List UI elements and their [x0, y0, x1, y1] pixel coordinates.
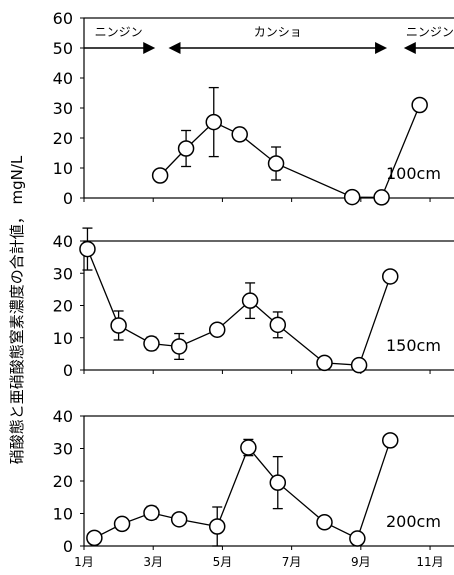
- data-point: [267, 155, 285, 172]
- arrow-head-left: [168, 42, 181, 54]
- y-tick-label: 50: [53, 39, 73, 58]
- data-point: [269, 474, 287, 491]
- panel-150cm: 0 10 20 30 40 150cm: [53, 227, 454, 380]
- crop-periods: ニンジン カンショ ニンジン: [84, 25, 454, 54]
- data-point: [143, 504, 160, 522]
- x-tick-label: 7月: [282, 555, 302, 569]
- data-point: [177, 140, 195, 157]
- data-point: [170, 511, 188, 528]
- series-line: [94, 440, 391, 540]
- x-tick-label: 9月: [351, 555, 371, 569]
- y-tick-label: 0: [63, 361, 73, 380]
- arrow-head-right: [375, 42, 388, 54]
- data-point: [241, 292, 259, 309]
- y-tick-label: 40: [53, 232, 73, 251]
- crop-period-label: ニンジン: [95, 25, 143, 39]
- y-tick-label: 30: [53, 99, 73, 118]
- y-tick-label: 40: [53, 69, 73, 88]
- y-tick-label: 20: [53, 297, 73, 316]
- x-tick-label: 5月: [213, 555, 233, 569]
- y-tick-label: 30: [53, 264, 73, 283]
- y-tick-label: 0: [63, 189, 73, 208]
- data-point: [316, 354, 333, 372]
- data-point: [316, 514, 333, 531]
- x-tick-label: 1月: [74, 555, 94, 569]
- y-tick-label: 10: [53, 505, 73, 524]
- chart-panels: 0 10 20 30 40 50 60 100cm 0 10 20 30 40 150cm 0 10 20 30 4…: [53, 9, 454, 556]
- month-axis: 1月 3月 5月 7月 9月 11月: [74, 555, 444, 569]
- data-point: [231, 126, 248, 143]
- y-tick-label: 40: [53, 407, 73, 426]
- data-point: [143, 335, 160, 352]
- y-axis-label: 硝酸態と亜硝酸態窒素濃度の合計値， mgN/L: [8, 155, 26, 464]
- y-tick-label: 0: [63, 537, 73, 556]
- data-point: [382, 268, 399, 285]
- data-point: [110, 317, 127, 334]
- data-point: [86, 529, 103, 547]
- y-tick-label: 20: [53, 129, 73, 148]
- panel-100cm: 0 10 20 30 40 50 60 100cm: [53, 9, 454, 208]
- y-tick-label: 60: [53, 9, 73, 28]
- data-point: [411, 96, 428, 114]
- data-point: [350, 356, 368, 374]
- depth-label: 200cm: [386, 512, 441, 531]
- depth-label: 100cm: [386, 164, 441, 183]
- x-tick-label: 3月: [143, 555, 163, 569]
- y-tick-label: 30: [53, 440, 73, 459]
- crop-period-label: ニンジン: [406, 25, 454, 39]
- data-point: [151, 167, 169, 184]
- data-point: [170, 338, 188, 355]
- data-point: [79, 240, 96, 258]
- data-point: [343, 188, 361, 206]
- crop-period-label: カンショ: [254, 25, 302, 39]
- arrow-head-right: [143, 42, 156, 54]
- y-tick-label: 10: [53, 329, 73, 348]
- data-point: [205, 113, 223, 131]
- data-point: [208, 518, 226, 535]
- x-tick-label: 11月: [416, 555, 443, 569]
- series-line: [86, 248, 391, 366]
- data-point: [349, 530, 366, 547]
- panel-200cm: 0 10 20 30 40 200cm: [53, 407, 454, 556]
- y-tick-label: 20: [53, 472, 73, 491]
- series-line: [159, 104, 421, 199]
- depth-label: 150cm: [386, 336, 441, 355]
- data-point: [113, 515, 131, 533]
- data-point: [373, 189, 390, 206]
- data-point: [382, 432, 399, 449]
- data-point: [208, 321, 226, 338]
- data-point: [240, 439, 257, 456]
- y-tick-label: 10: [53, 159, 73, 178]
- arrow-head-left: [403, 42, 416, 54]
- data-point: [269, 316, 287, 334]
